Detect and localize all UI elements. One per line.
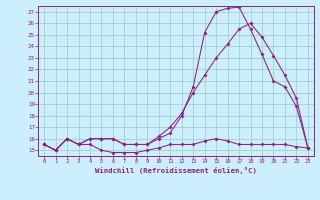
X-axis label: Windchill (Refroidissement éolien,°C): Windchill (Refroidissement éolien,°C) [95, 167, 257, 174]
